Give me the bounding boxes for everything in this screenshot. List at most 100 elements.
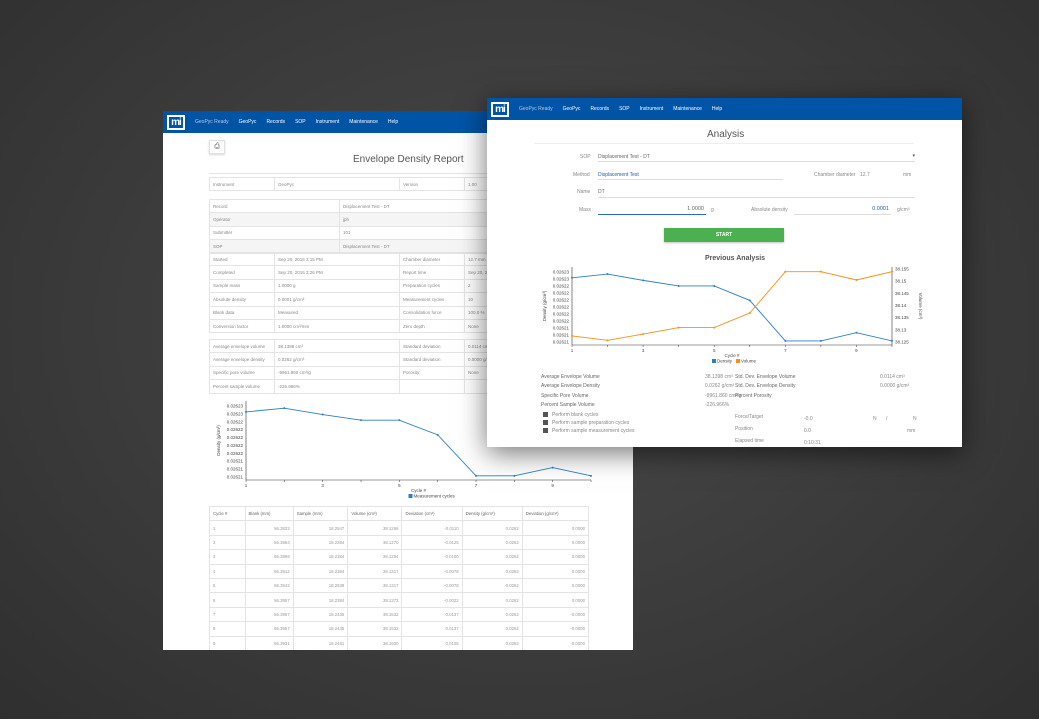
- y2-axis-label: Volume (cm³): [918, 293, 923, 320]
- logo[interactable]: mi: [491, 101, 509, 117]
- force-unit: N: [873, 416, 877, 422]
- data-point: [606, 273, 609, 276]
- y-tick-label: 0.02623: [227, 411, 244, 416]
- target-unit: N: [913, 416, 917, 422]
- nav-instrument[interactable]: Instrument: [315, 119, 340, 125]
- cell: 6: [209, 592, 246, 608]
- data-point: [571, 334, 573, 337]
- series-line-measurement-cycles: [245, 407, 592, 477]
- elapsed-value: 0:10:31: [804, 440, 821, 446]
- column-header: Deviation (cm³): [401, 505, 463, 522]
- legend-swatch: [736, 359, 740, 363]
- status-text: GeoPyc Ready: [195, 119, 229, 125]
- nav-maintenance[interactable]: Maintenance: [673, 106, 702, 112]
- column-header: Sample (mm): [292, 505, 349, 522]
- nav-help[interactable]: Help: [387, 119, 399, 125]
- start-button[interactable]: START: [664, 228, 784, 242]
- nav-geopyc[interactable]: GeoPyc: [238, 119, 257, 125]
- force-separator: /: [886, 416, 888, 422]
- cell: Average envelope volume: [209, 338, 275, 354]
- chamber-label: Chamber diameter: [814, 172, 856, 178]
- column-header: Volume (cm³): [347, 505, 403, 522]
- table-row: 1 56.3832 18.2547 38.1266 -0.0110 0.0262 0.000…: [209, 520, 590, 536]
- x-tick-label: 9: [855, 348, 858, 353]
- cell: Measurement cycles: [399, 292, 465, 307]
- cell: Record: [209, 198, 340, 214]
- cell: 0.0000: [521, 520, 590, 536]
- absolute-density-unit: g/cm³: [897, 207, 910, 213]
- cell: -0.0022: [401, 592, 463, 608]
- nav-maintenance[interactable]: Maintenance: [349, 119, 378, 125]
- check-measurement[interactable]: Perform sample measurement cycles: [543, 428, 635, 434]
- check-label: Perform sample preparation cycles: [552, 420, 630, 426]
- analysis-window: mi GeoPyc Ready GeoPyc Records SOP Instr…: [487, 98, 962, 447]
- table-row: 9 56.3931 18.2481 38.1500 0.0105 0.0262 -0.000…: [209, 635, 590, 650]
- y2-tick-label: 38.135: [895, 315, 909, 320]
- cell: Standard deviation: [399, 338, 465, 354]
- name-field[interactable]: DT: [598, 186, 915, 198]
- nav-instrument[interactable]: Instrument: [639, 106, 664, 112]
- nav-geopyc[interactable]: GeoPyc: [562, 106, 581, 112]
- check-preparation[interactable]: Perform sample preparation cycles: [543, 420, 629, 426]
- cell: 56.3957: [244, 621, 294, 637]
- cell: 38.1398 cm³: [274, 338, 400, 354]
- stat-label: Specific Pore Volume: [541, 392, 589, 399]
- cell: 56.3912: [244, 563, 294, 579]
- data-point: [891, 270, 893, 273]
- table-row: Specific pore volume -9961.860 cm³/g Poros…: [209, 365, 633, 381]
- cell: -0.0125: [401, 534, 463, 551]
- check-blank[interactable]: Perform blank cycles: [543, 412, 598, 418]
- y-tick-label: 0.02622: [227, 451, 244, 456]
- data-point: [571, 276, 573, 279]
- nav-records[interactable]: Records: [266, 119, 286, 125]
- absolute-density-field[interactable]: 0.0001: [794, 203, 891, 215]
- cell: 38.1270: [347, 534, 403, 551]
- cell: 1.0000 g: [274, 278, 400, 294]
- cell: 0.0262: [461, 534, 523, 551]
- series-line-volume: [571, 271, 893, 341]
- nav-sop[interactable]: SOP: [619, 106, 630, 112]
- print-button[interactable]: ⎙: [209, 140, 225, 154]
- cell: 4: [209, 563, 246, 579]
- legend-swatch: [408, 494, 413, 498]
- y-tick-label: 0.02622: [553, 298, 570, 303]
- data-point: [606, 339, 609, 342]
- y-tick-label: 0.02622: [553, 305, 570, 310]
- table-row: 2 56.3864 18.2384 38.1270 -0.0125 0.0262 0.000…: [209, 534, 590, 551]
- nav-help[interactable]: Help: [711, 106, 723, 112]
- stat-label: Std. Dev. Envelope Volume: [735, 374, 796, 380]
- nav-records[interactable]: Records: [590, 106, 610, 112]
- stat-label: Percent Porosity: [735, 392, 772, 399]
- mass-field[interactable]: 1.0000: [598, 203, 706, 215]
- y-tick-label: 0.02622: [553, 319, 570, 324]
- y-tick-label: 0.02623: [553, 270, 570, 275]
- nav-sop[interactable]: SOP: [295, 119, 306, 125]
- cell: 38.1266: [347, 520, 403, 536]
- logo[interactable]: mi: [167, 114, 185, 130]
- x-axis-label: Cycle #: [724, 353, 740, 358]
- sop-label: SOP: [580, 154, 591, 160]
- previous-analysis-chart: 0.02623 0.02623 0.02622 0.02622 0.02622 0.026…: [542, 267, 923, 364]
- x-axis-label: Cycle #: [411, 488, 427, 493]
- name-value: DT: [598, 189, 605, 195]
- cycles-table: Cycle # Blank (mm) Sample (mm) Volume (cm³)…: [209, 505, 590, 650]
- data-point: [891, 339, 893, 342]
- printer-icon: ⎙: [214, 143, 220, 150]
- y-tick-label: 0.02621: [553, 326, 570, 331]
- cell: 56.3832: [244, 520, 294, 536]
- chevron-down-icon: ▾: [912, 153, 915, 159]
- y-tick-label: 0.02621: [227, 459, 244, 464]
- cell: 8: [209, 621, 246, 637]
- cell: Standard deviation: [399, 352, 465, 367]
- y-tick-label: 0.02622: [227, 443, 244, 448]
- nav-bar: mi GeoPyc Ready GeoPyc Records SOP Instr…: [487, 98, 962, 120]
- y-tick-label: 0.02621: [227, 467, 244, 472]
- cell: 38.1294: [347, 549, 403, 565]
- force-label: Force/Target: [735, 414, 764, 420]
- mass-label: Mass: [579, 207, 591, 213]
- stat-value: 0.0114 cm³: [880, 374, 905, 380]
- table-row: 6 56.3957 18.2384 38.1373 -0.0022 0.0262 0.000…: [209, 592, 590, 608]
- method-field[interactable]: Displacement Test: [598, 169, 783, 180]
- data-point: [475, 474, 477, 477]
- sop-select[interactable]: Displacement Test - DT ▾: [598, 151, 915, 162]
